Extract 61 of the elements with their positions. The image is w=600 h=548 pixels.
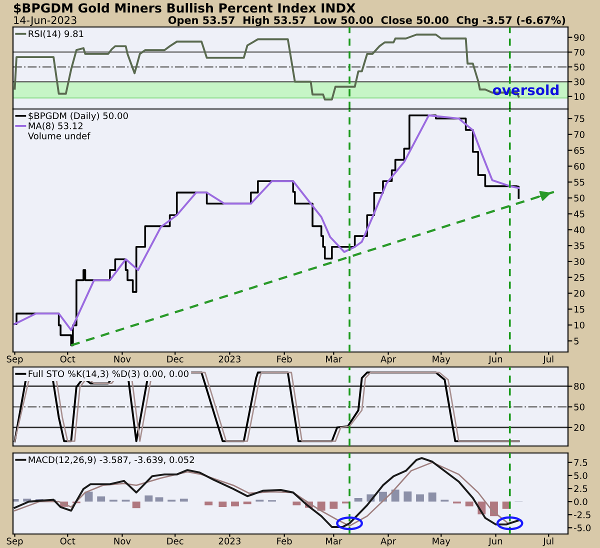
legend-label: Full STO %K(14,3) %D(3) 0.00, 0.00 [28,370,188,378]
y-tick-label: 30 [574,78,584,86]
x-tick-label: Sep [6,356,23,364]
x-tick-label: Apr [380,538,396,546]
y-tick-label: 70 [574,131,584,138]
x-tick-label: Dec [167,356,184,362]
y-tick-label: -2.5 [574,511,590,518]
y-tick-label: 50 [574,194,584,202]
y-tick-label: 20 [574,290,584,297]
x-tick-label: Nov [114,356,131,362]
y-tick-label: 60 [574,162,584,170]
y-tick-label: -5.0 [574,524,591,532]
x-tick-label: Jul [542,355,554,364]
y-tick-label: 65 [574,147,584,154]
x-tick-label: Feb [277,355,292,362]
y-tick-label: 5.0 [574,472,588,480]
x-tick-label: Nov [114,538,131,544]
y-tick-label: 50 [574,404,584,410]
y-tick-label: 2.5 [574,485,588,492]
y-tick-label: 10 [574,93,584,100]
band-label: oversold [492,84,559,96]
y-tick-label: 5 [574,338,579,344]
y-tick-label: 40 [574,226,584,234]
y-tick-label: 45 [574,210,584,218]
y-tick-label: 70 [574,48,584,56]
x-tick-label: Jun [488,538,502,546]
x-tick-label: Dec [167,538,184,544]
y-tick-label: 35 [574,242,584,250]
x-tick-label: May [432,356,450,364]
y-tick-label: 25 [574,274,584,281]
y-tick-label: 20 [574,424,584,432]
x-tick-label: Feb [277,537,292,544]
legend-label: RSI(14) 9.81 [28,30,84,38]
legend-label: MA(8) 53.12 [28,122,82,130]
y-tick-label: 80 [574,382,584,390]
y-tick-label: 7.5 [574,459,588,466]
x-tick-label: Apr [380,356,396,364]
chart-title: $BPGDM Gold Miners Bullish Percent Index INDX [14,3,356,14]
x-tick-label: Jul [542,537,554,546]
x-tick-label: Jun [488,356,502,364]
y-tick-label: 0.0 [574,498,588,506]
y-tick-label: 15 [574,306,584,313]
x-tick-label: Sep [6,538,23,546]
text: Open 53.57 High 53.57 Low 50.00 Close 50.00 Chg -3.57 (-6.67%) [168,16,566,26]
chart-subtitle: 14-Jun-2023 [14,16,76,26]
legend-label: MACD(12,26,9) -3.587, -3.639, 0.052 [28,456,194,464]
y-tick-label: 10 [574,322,584,329]
x-tick-label: Mar [326,538,342,544]
legend-label: $BPGDM (Daily) 50.00 [28,112,128,121]
y-tick-label: 90 [574,34,584,41]
x-tick-label: Mar [326,356,342,362]
x-tick-label: 2023 [218,538,240,544]
annotation: Volume undef [28,132,90,140]
x-tick-label: Oct [60,356,76,362]
y-tick-label: 30 [574,258,584,266]
x-tick-label: Oct [60,538,76,544]
y-tick-label: 55 [574,178,584,186]
y-tick-label: 50 [574,64,584,70]
x-tick-label: May [432,538,450,546]
x-tick-label: 2023 [218,356,240,362]
y-tick-label: 75 [574,115,584,122]
